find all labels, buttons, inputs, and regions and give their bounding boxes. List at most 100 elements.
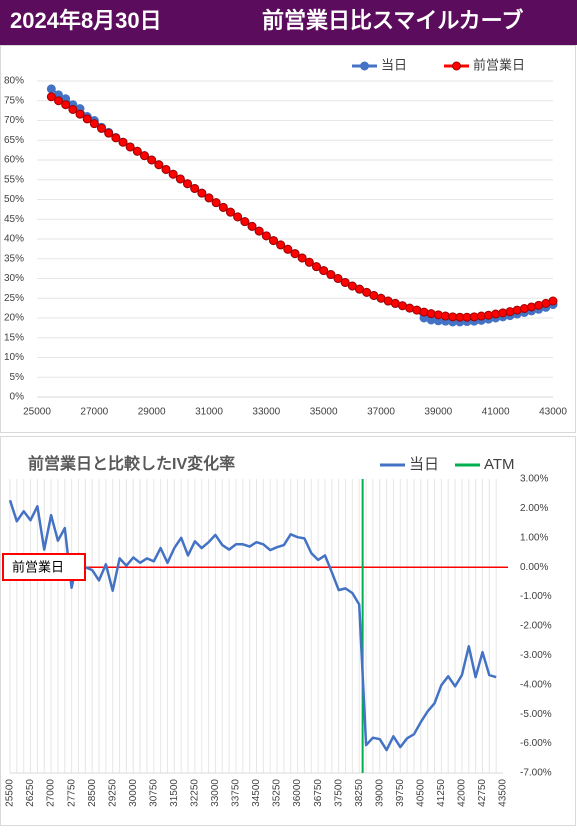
x-tick-label: 35250 xyxy=(272,779,283,807)
chart-title: 前営業日と比較したIV変化率 xyxy=(28,454,235,473)
x-tick-label: 35000 xyxy=(310,407,338,418)
x-tick-label: 33000 xyxy=(210,779,221,807)
y-tick-label: 55% xyxy=(4,174,24,185)
series-marker xyxy=(46,92,56,102)
series-marker xyxy=(190,183,200,193)
series-marker xyxy=(147,155,157,165)
x-tick-label: 39000 xyxy=(374,779,385,807)
x-tick-label: 30000 xyxy=(128,779,139,807)
series-marker xyxy=(491,309,501,319)
series-marker xyxy=(304,257,314,267)
series-marker xyxy=(175,174,185,184)
y-tick-label: 0.00% xyxy=(520,562,548,573)
y-tick-label: -1.00% xyxy=(520,591,552,602)
y-tick-label: 25% xyxy=(4,293,24,304)
series-marker xyxy=(276,240,286,250)
series-marker xyxy=(204,193,214,203)
series-marker xyxy=(254,226,264,236)
y-tick-label: 5% xyxy=(10,372,25,383)
x-tick-label: 42000 xyxy=(457,779,468,807)
x-tick-label: 26250 xyxy=(25,779,36,807)
y-tick-label: -6.00% xyxy=(520,738,552,749)
series-marker xyxy=(240,217,250,227)
y-tick-label: 70% xyxy=(4,115,24,126)
x-tick-label: 36750 xyxy=(313,779,324,807)
y-tick-label: -5.00% xyxy=(520,709,552,720)
series-marker xyxy=(183,179,192,189)
legend-label: 当日 xyxy=(409,456,439,473)
x-tick-label: 29000 xyxy=(138,407,166,418)
legend-marker xyxy=(360,61,369,71)
y-tick-label: 2.00% xyxy=(520,503,548,514)
series-marker xyxy=(168,169,178,179)
x-tick-label: 25500 xyxy=(5,779,16,807)
series-marker xyxy=(161,164,171,174)
y-tick-label: 80% xyxy=(4,76,24,87)
series-marker xyxy=(68,104,78,114)
x-tick-label: 27000 xyxy=(80,407,108,418)
y-tick-label: 45% xyxy=(4,214,24,225)
series-marker xyxy=(226,207,235,217)
series-marker xyxy=(82,114,92,124)
y-tick-label: 3.00% xyxy=(520,474,548,485)
series-marker xyxy=(527,302,536,312)
series-marker xyxy=(419,307,429,317)
series-marker xyxy=(233,212,243,222)
x-tick-label: 43000 xyxy=(539,407,567,418)
series-marker xyxy=(247,221,257,231)
y-tick-label: 60% xyxy=(4,155,24,166)
series-marker xyxy=(111,133,121,143)
y-tick-label: 10% xyxy=(4,352,24,363)
x-tick-label: 40500 xyxy=(415,779,426,807)
x-tick-label: 28500 xyxy=(87,779,98,807)
y-tick-label: -7.00% xyxy=(520,768,552,779)
series-marker xyxy=(89,119,99,129)
x-tick-label: 31000 xyxy=(195,407,223,418)
header-date: 2024年8月30日 xyxy=(10,8,162,33)
y-tick-label: 75% xyxy=(4,95,24,106)
series-marker xyxy=(97,123,106,133)
series-marker xyxy=(261,231,271,241)
x-tick-label: 39000 xyxy=(424,407,452,418)
series-marker xyxy=(54,96,63,106)
series-marker xyxy=(333,274,343,283)
x-tick-label: 39750 xyxy=(395,779,406,807)
series-marker xyxy=(319,266,329,276)
series-marker xyxy=(118,137,128,147)
series-marker xyxy=(75,109,85,119)
series-marker xyxy=(426,309,436,319)
legend-label: 当日 xyxy=(381,57,407,72)
series-marker xyxy=(283,244,293,254)
x-tick-label: 33750 xyxy=(231,779,242,807)
series-marker xyxy=(512,305,522,315)
legend-label: ATM xyxy=(484,456,515,473)
series-marker xyxy=(154,160,164,170)
x-tick-label: 34500 xyxy=(251,779,262,807)
header-bar xyxy=(0,0,577,45)
x-tick-label: 32250 xyxy=(190,779,201,807)
x-tick-label: 42750 xyxy=(477,779,488,807)
series-marker xyxy=(433,310,443,320)
series-marker xyxy=(125,142,135,152)
series-marker xyxy=(297,253,307,263)
y-tick-label: 65% xyxy=(4,135,24,146)
x-tick-label: 31500 xyxy=(169,779,180,807)
x-tick-label: 33000 xyxy=(252,407,280,418)
y-tick-label: 40% xyxy=(4,234,24,245)
annotation-label: 前営業日 xyxy=(12,559,64,574)
series-marker xyxy=(340,277,350,287)
series-marker xyxy=(197,188,207,198)
series-marker xyxy=(519,304,529,314)
y-tick-label: -3.00% xyxy=(520,650,552,661)
x-tick-label: 37500 xyxy=(333,779,344,807)
x-tick-label: 41000 xyxy=(482,407,510,418)
legend-marker xyxy=(452,61,461,71)
x-tick-label: 27750 xyxy=(66,779,77,807)
series-marker xyxy=(140,151,149,161)
x-tick-label: 41250 xyxy=(436,779,447,807)
x-tick-label: 27000 xyxy=(46,779,57,807)
x-tick-label: 38250 xyxy=(354,779,365,807)
series-marker xyxy=(484,310,493,320)
series-line xyxy=(8,499,497,752)
y-tick-label: -4.00% xyxy=(520,679,552,690)
